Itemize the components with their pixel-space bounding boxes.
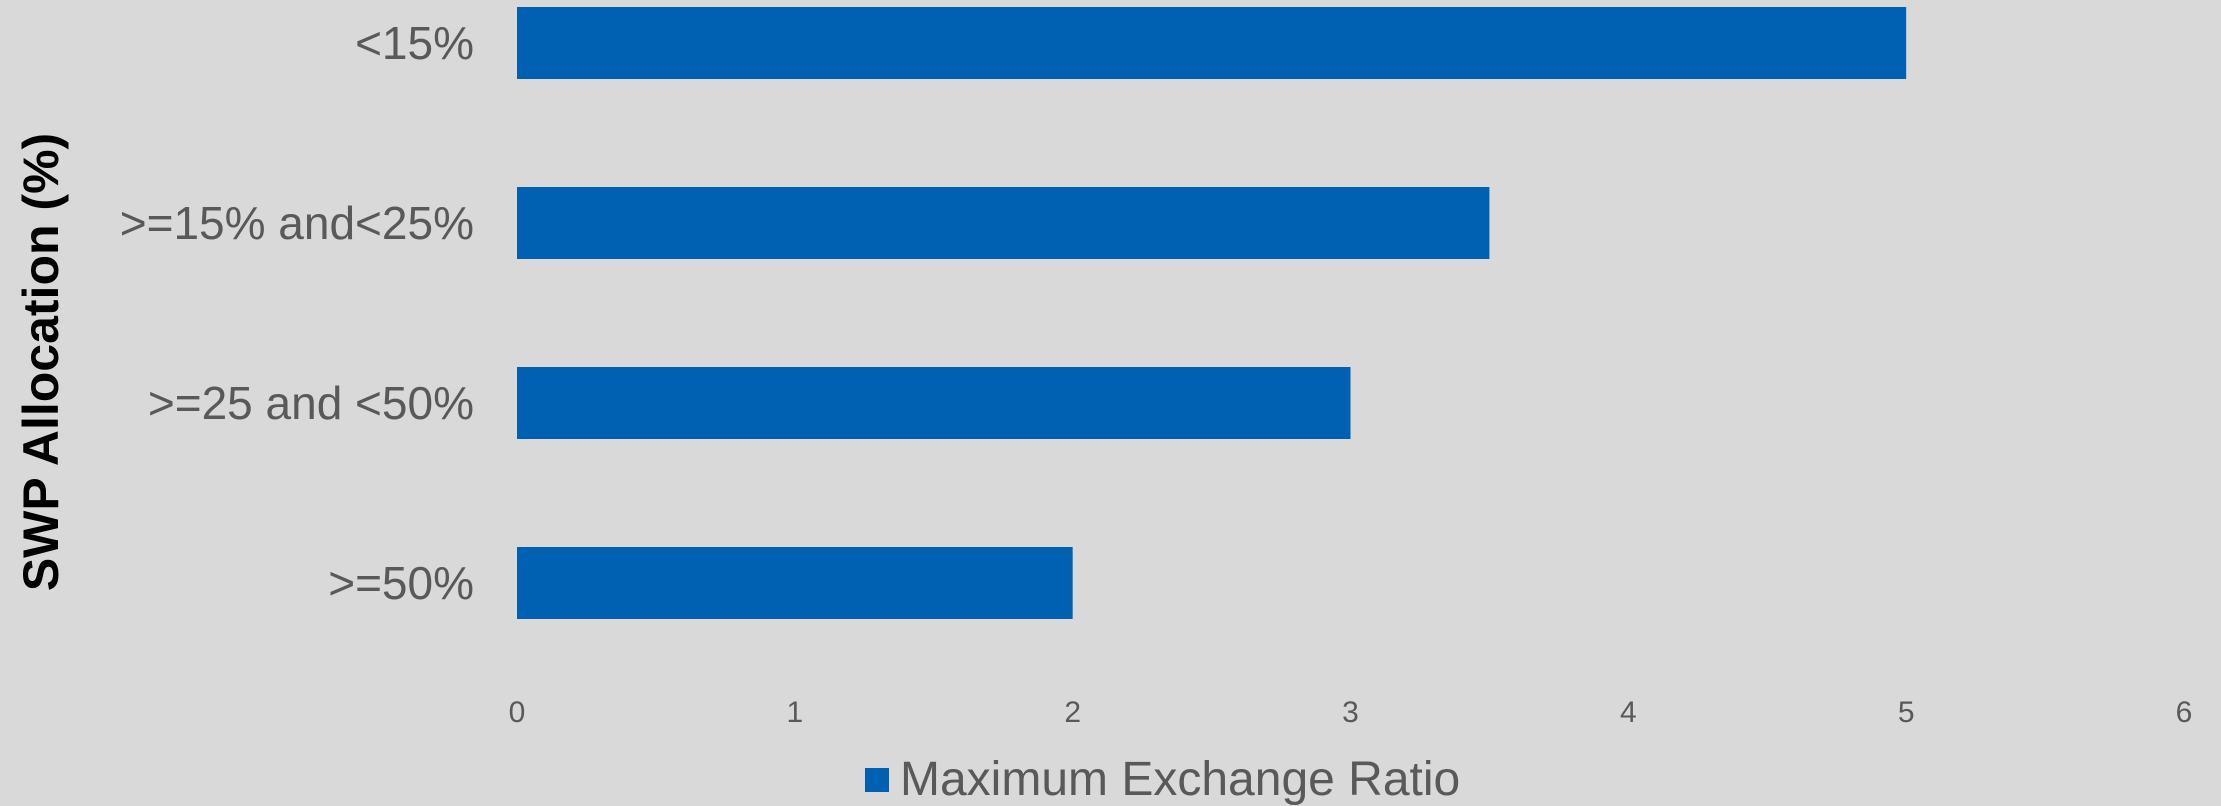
category-label: >=50% (328, 557, 474, 609)
category-label: <15% (355, 17, 474, 69)
bar (517, 187, 1490, 259)
x-axis-ticks: 0 1 2 3 4 5 6 (509, 696, 2193, 729)
legend-label: Maximum Exchange Ratio (900, 753, 1460, 806)
bars-layer (517, 7, 1907, 619)
x-tick-label: 2 (1064, 696, 1081, 729)
category-labels: <15% >=15% and<25% >=25 and <50% >=50% (120, 17, 474, 609)
legend-swatch (865, 768, 889, 792)
x-tick-label: 4 (1620, 696, 1637, 729)
x-tick-label: 0 (509, 696, 526, 729)
bar (517, 7, 1907, 79)
legend: Maximum Exchange Ratio (865, 753, 1460, 806)
x-tick-label: 1 (786, 696, 803, 729)
bar (517, 547, 1073, 619)
category-label: >=25 and <50% (148, 377, 474, 429)
x-tick-label: 3 (1342, 696, 1359, 729)
x-tick-label: 6 (2176, 696, 2193, 729)
category-label: >=15% and<25% (120, 197, 474, 249)
x-tick-label: 5 (1898, 696, 1915, 729)
y-axis-title: SWP Allocation (%) (13, 133, 69, 591)
bar (517, 367, 1351, 439)
